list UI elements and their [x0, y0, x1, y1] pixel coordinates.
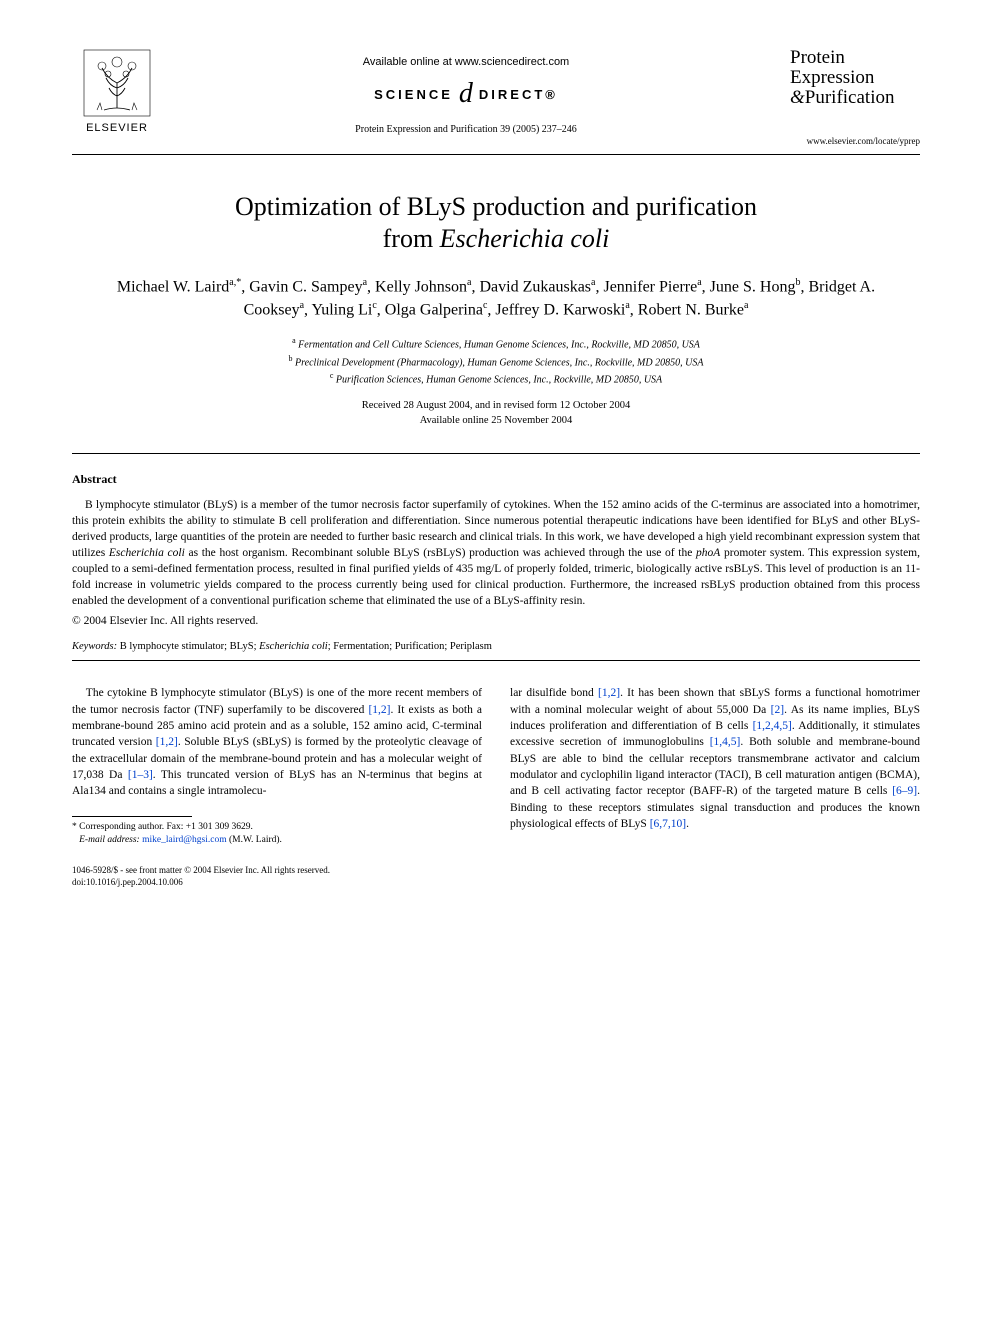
body-columns: The cytokine B lymphocyte stimulator (BL… — [72, 685, 920, 847]
ampersand-icon: & — [790, 87, 805, 108]
email-who: (M.W. Laird). — [227, 835, 282, 845]
post-keywords-rule — [72, 660, 920, 661]
page-header: ELSEVIER Available online at www.science… — [72, 48, 920, 146]
affiliation-a: a Fermentation and Cell Culture Sciences… — [72, 335, 920, 352]
authors: Michael W. Lairda,*, Gavin C. Sampeya, K… — [112, 276, 880, 321]
ref-link[interactable]: [1,2] — [368, 704, 390, 716]
journal-reference: Protein Expression and Purification 39 (… — [162, 124, 770, 135]
sd-left: SCIENCE — [374, 87, 453, 102]
ref-link[interactable]: [2] — [771, 704, 784, 716]
body-para-1-left: The cytokine B lymphocyte stimulator (BL… — [72, 685, 482, 799]
affiliations: a Fermentation and Cell Culture Sciences… — [72, 335, 920, 387]
footer: 1046-5928/$ - see front matter © 2004 El… — [72, 865, 920, 888]
abstract-species: Escherichia coli — [109, 547, 185, 559]
affiliation-b: b Preclinical Development (Pharmacology)… — [72, 353, 920, 370]
affiliation-b-text: Preclinical Development (Pharmacology), … — [295, 357, 703, 368]
keywords-pre: B lymphocyte stimulator; BLyS; — [117, 641, 259, 652]
title-line2-pre: from — [383, 224, 440, 253]
email-address[interactable]: mike_laird@hgsi.com — [142, 835, 226, 845]
sciencedirect-logo: SCIENCE d DIRECT® — [162, 78, 770, 110]
corresponding-author-footnote: * Corresponding author. Fax: +1 301 309 … — [72, 821, 482, 848]
keywords-species: Escherichia coli — [259, 641, 328, 652]
title-species: Escherichia coli — [440, 224, 610, 253]
locate-url: www.elsevier.com/locate/yprep — [770, 136, 920, 146]
available-online-text: Available online at www.sciencedirect.co… — [162, 56, 770, 68]
journal-logo: Protein Expression &Purification www.els… — [770, 48, 920, 146]
footer-doi: doi:10.1016/j.pep.2004.10.006 — [72, 877, 920, 889]
journal-name-l1: Protein — [790, 47, 845, 68]
email-label: E-mail address: — [79, 835, 140, 845]
abstract-mid: as the host organism. Recombinant solubl… — [185, 547, 696, 559]
abstract-gene: phoA — [696, 547, 720, 559]
ref-link[interactable]: [1,2,4,5] — [753, 720, 792, 732]
affiliation-a-text: Fermentation and Cell Culture Sciences, … — [298, 340, 700, 351]
pre-abstract-rule — [72, 453, 920, 454]
email-line: E-mail address: mike_laird@hgsi.com (M.W… — [72, 834, 482, 847]
sd-at-icon: d — [457, 78, 475, 110]
header-rule — [72, 154, 920, 155]
abstract-copyright: © 2004 Elsevier Inc. All rights reserved… — [72, 615, 920, 627]
journal-name-l3: Purification — [805, 87, 895, 108]
t: . — [686, 818, 689, 830]
affiliation-c: c Purification Sciences, Human Genome Sc… — [72, 370, 920, 387]
ref-link[interactable]: [6,7,10] — [650, 818, 686, 830]
abstract-heading: Abstract — [72, 472, 920, 487]
journal-name: Protein Expression &Purification — [770, 48, 920, 108]
right-column: lar disulfide bond [1,2]. It has been sh… — [510, 685, 920, 847]
keywords: Keywords: B lymphocyte stimulator; BLyS;… — [72, 641, 920, 652]
publisher-logo: ELSEVIER — [72, 48, 162, 134]
article-dates: Received 28 August 2004, and in revised … — [72, 399, 920, 428]
sd-right: DIRECT® — [479, 87, 558, 102]
journal-name-l2: Expression — [790, 67, 874, 88]
abstract-body: B lymphocyte stimulator (BLyS) is a memb… — [72, 497, 920, 610]
corr-author-line: * Corresponding author. Fax: +1 301 309 … — [72, 821, 482, 834]
received-date: Received 28 August 2004, and in revised … — [72, 399, 920, 414]
footer-line1: 1046-5928/$ - see front matter © 2004 El… — [72, 865, 920, 877]
article-title: Optimization of BLyS production and puri… — [132, 191, 860, 256]
publisher-name: ELSEVIER — [72, 122, 162, 134]
body-para-1-right: lar disulfide bond [1,2]. It has been sh… — [510, 685, 920, 832]
keywords-post: ; Fermentation; Purification; Periplasm — [328, 641, 492, 652]
left-column: The cytokine B lymphocyte stimulator (BL… — [72, 685, 482, 847]
ref-link[interactable]: [1,4,5] — [710, 736, 741, 748]
header-center: Available online at www.sciencedirect.co… — [162, 48, 770, 135]
ref-link[interactable]: [1–3] — [128, 769, 153, 781]
title-line1: Optimization of BLyS production and puri… — [235, 192, 757, 221]
affiliation-c-text: Purification Sciences, Human Genome Scie… — [336, 374, 662, 385]
available-date: Available online 25 November 2004 — [72, 414, 920, 429]
ref-link[interactable]: [1,2] — [156, 736, 178, 748]
footnote-separator — [72, 816, 192, 817]
t: lar disulfide bond — [510, 687, 598, 699]
ref-link[interactable]: [6–9] — [892, 785, 917, 797]
elsevier-tree-icon — [82, 48, 152, 118]
ref-link[interactable]: [1,2] — [598, 687, 620, 699]
keywords-label: Keywords: — [72, 641, 117, 652]
